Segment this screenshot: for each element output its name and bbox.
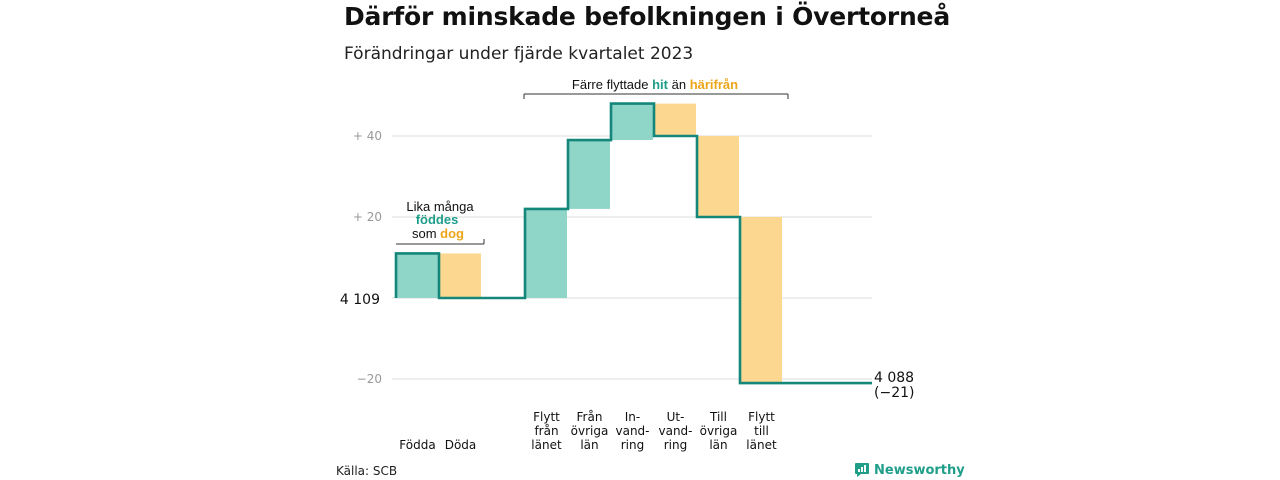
bar-döda (439, 253, 481, 298)
bar-flytt-till-länet (740, 217, 782, 384)
x-category-label: övriga (571, 424, 609, 438)
annotation-births-pre3: som (412, 226, 440, 241)
x-category-label: till (754, 424, 769, 438)
x-category-label: från (534, 424, 558, 438)
chart-subtitle: Förändringar under fjärde kvartalet 2023 (344, 44, 694, 64)
step-line (394, 102, 872, 385)
births-annotation: Lika många föddes som dog (396, 199, 485, 245)
annotation-births-line1: Lika många (406, 199, 474, 214)
chart-title: Därför minskade befolkningen i Övertorne… (344, 2, 950, 31)
annotation-migration-hl2: härifrån (690, 77, 738, 92)
x-category-label: övriga (700, 424, 738, 438)
x-category-label: Från (577, 410, 603, 424)
annotation-births-hl1: föddes (416, 212, 459, 227)
annotation-migration-mid: än (668, 77, 690, 92)
start-value-label: 4 109 (340, 292, 380, 308)
x-category-label: Flytt (533, 410, 560, 424)
x-category-label: Födda (399, 438, 435, 452)
x-category-label: vand- (658, 424, 692, 438)
bar-ut--vand--ring (654, 103, 696, 136)
newsworthy-logo-icon (855, 463, 869, 477)
y-tick-label: + 20 (353, 210, 382, 224)
category-labels: Födda DödaFlyttfrånlänetFrånövrigalänIn-v… (399, 410, 777, 452)
bar-födda (396, 253, 438, 298)
x-category-label: ring (621, 438, 645, 452)
y-tick-label: −20 (357, 372, 382, 386)
brand[interactable]: Newsworthy (854, 462, 965, 478)
end-change-label: (−21) (874, 385, 914, 401)
x-category-label: länet (531, 438, 562, 452)
migration-annotation: Färre flyttade hit än härifrån (523, 77, 789, 99)
annotation-births-line3: som dog (412, 226, 464, 241)
annotation-births-hl2: dog (440, 226, 464, 241)
bars (396, 103, 782, 384)
y-tick-label: + 40 (353, 129, 382, 143)
bar-flytt-från-länet (525, 208, 567, 298)
x-category-label: In- (625, 410, 640, 424)
bar-från-övriga-län (568, 140, 610, 209)
tick-labels: + 40 + 20 −20 (353, 129, 382, 386)
x-category-label: Flytt (748, 410, 775, 424)
x-category-label: Till (709, 410, 727, 424)
annotation-migration-hl1: hit (652, 77, 669, 92)
x-category-label: Döda (445, 438, 477, 452)
x-category-label: län (709, 438, 727, 452)
x-category-label: ring (664, 438, 688, 452)
end-value-label: 4 088 (874, 370, 914, 386)
bar-till-övriga-län (697, 136, 739, 217)
x-category-label: län (580, 438, 598, 452)
annotation-migration-text: Färre flyttade hit än härifrån (572, 77, 738, 92)
bar-in--vand--ring (611, 103, 653, 141)
cumulative-step-line (394, 102, 872, 385)
x-category-label: Ut- (667, 410, 685, 424)
x-category-label: länet (746, 438, 777, 452)
x-category-label: vand- (615, 424, 649, 438)
source-note: Källa: SCB (336, 464, 398, 478)
annotation-migration-pre: Färre flyttade (572, 77, 652, 92)
brand-name: Newsworthy (874, 462, 965, 478)
